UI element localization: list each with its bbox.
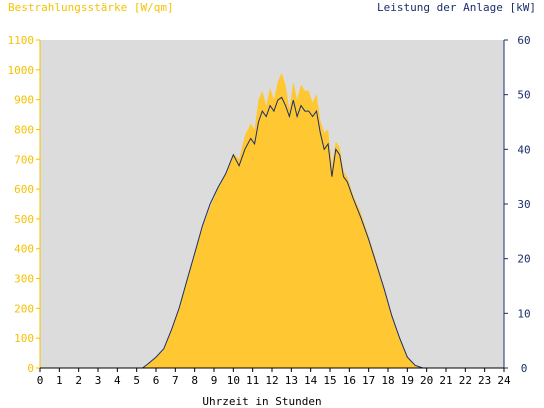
x-tick-label: 16 [343, 374, 356, 387]
left-axis-ticks: 0 100 200 300 400 500 600 700 800 900 1000 1100 [8, 34, 40, 375]
left-tick-label: 1100 [8, 34, 35, 47]
x-tick-label: 9 [211, 374, 218, 387]
x-tick-label: 14 [304, 374, 318, 387]
x-tick-label: 11 [246, 374, 259, 387]
left-tick-label: 100 [14, 332, 34, 345]
left-tick-label: 800 [14, 123, 34, 136]
right-tick-label: 50 [517, 89, 530, 102]
x-tick-label: 1 [56, 374, 63, 387]
right-tick-label: 20 [517, 253, 530, 266]
x-tick-label: 19 [401, 374, 414, 387]
x-tick-label: 4 [114, 374, 121, 387]
right-axis-ticks: 0 10 20 30 40 50 60 [504, 34, 531, 375]
right-tick-label: 10 [517, 307, 530, 320]
x-tick-label: 18 [381, 374, 394, 387]
left-tick-label: 700 [14, 153, 34, 166]
x-tick-label: 6 [153, 374, 160, 387]
left-tick-label: 400 [14, 243, 34, 256]
left-tick-label: 200 [14, 302, 34, 315]
left-axis-title: Bestrahlungsstärke [W/qm] [8, 1, 174, 14]
x-axis-title: Uhrzeit in Stunden [202, 395, 321, 408]
power-line [40, 96, 504, 369]
x-tick-label: 22 [459, 374, 472, 387]
left-tick-label: 900 [14, 94, 34, 107]
irradiance-area [142, 72, 429, 369]
x-tick-label: 2 [75, 374, 82, 387]
x-tick-label: 5 [133, 374, 140, 387]
left-tick-label: 600 [14, 183, 34, 196]
right-tick-label: 30 [517, 198, 530, 211]
x-tick-label: 8 [191, 374, 198, 387]
right-axis-title: Leistung der Anlage [kW] [377, 1, 536, 14]
right-tick-label: 60 [517, 34, 530, 47]
x-axis-ticks: 0 1 2 3 4 5 6 7 8 9 10 11 12 13 14 15 16 17 18 19 20 21 22 23 24 [37, 368, 511, 387]
power-line-series [40, 96, 504, 369]
right-tick-label: 40 [517, 143, 530, 156]
x-tick-label: 13 [285, 374, 298, 387]
left-tick-label: 500 [14, 213, 34, 226]
irradiance-area-series [142, 72, 429, 369]
x-tick-label: 17 [362, 374, 375, 387]
left-tick-label: 300 [14, 273, 34, 286]
x-tick-label: 15 [323, 374, 336, 387]
left-tick-label: 1000 [8, 64, 35, 77]
x-tick-label: 0 [37, 374, 44, 387]
left-tick-label: 0 [27, 362, 34, 375]
x-tick-label: 12 [265, 374, 278, 387]
x-tick-label: 21 [439, 374, 452, 387]
x-tick-label: 20 [420, 374, 433, 387]
right-tick-label: 0 [521, 362, 528, 375]
x-tick-label: 24 [497, 374, 511, 387]
x-tick-label: 7 [172, 374, 179, 387]
x-tick-label: 10 [227, 374, 240, 387]
x-tick-label: 3 [95, 374, 102, 387]
x-tick-label: 23 [478, 374, 491, 387]
